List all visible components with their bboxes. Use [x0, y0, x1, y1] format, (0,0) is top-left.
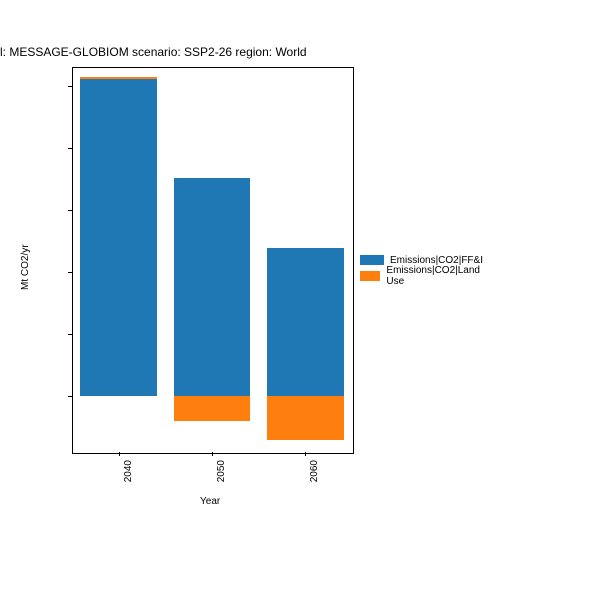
xtick-label: 2050 — [216, 460, 227, 482]
ytick-mark — [68, 272, 72, 273]
ytick-mark — [68, 334, 72, 335]
legend-item: Emissions|CO2|Land Use — [360, 268, 484, 284]
legend-label: Emissions|CO2|Land Use — [386, 265, 483, 287]
legend-label: Emissions|CO2|FF&I — [390, 255, 483, 266]
bar-segment — [267, 248, 344, 396]
y-axis-label: Mt CO2/yr — [20, 244, 31, 290]
xtick-mark — [305, 452, 306, 456]
xtick-mark — [119, 452, 120, 456]
ytick-mark — [68, 210, 72, 211]
bar-segment — [174, 396, 251, 421]
ytick-mark — [68, 86, 72, 87]
xtick-label: 2040 — [123, 460, 134, 482]
legend-swatch — [360, 255, 384, 265]
bar-segment — [80, 79, 157, 396]
bar-segment — [80, 77, 157, 79]
legend-swatch — [360, 271, 380, 281]
x-axis-label: Year — [200, 496, 220, 507]
ytick-mark — [68, 148, 72, 149]
bar-segment — [174, 178, 251, 397]
ytick-mark — [68, 396, 72, 397]
xtick-mark — [212, 452, 213, 456]
legend: Emissions|CO2|FF&IEmissions|CO2|Land Use — [360, 252, 484, 284]
xtick-label: 2060 — [309, 460, 320, 482]
bar-segment — [267, 396, 344, 439]
chart-title: l: MESSAGE-GLOBIOM scenario: SSP2-26 reg… — [0, 45, 600, 59]
